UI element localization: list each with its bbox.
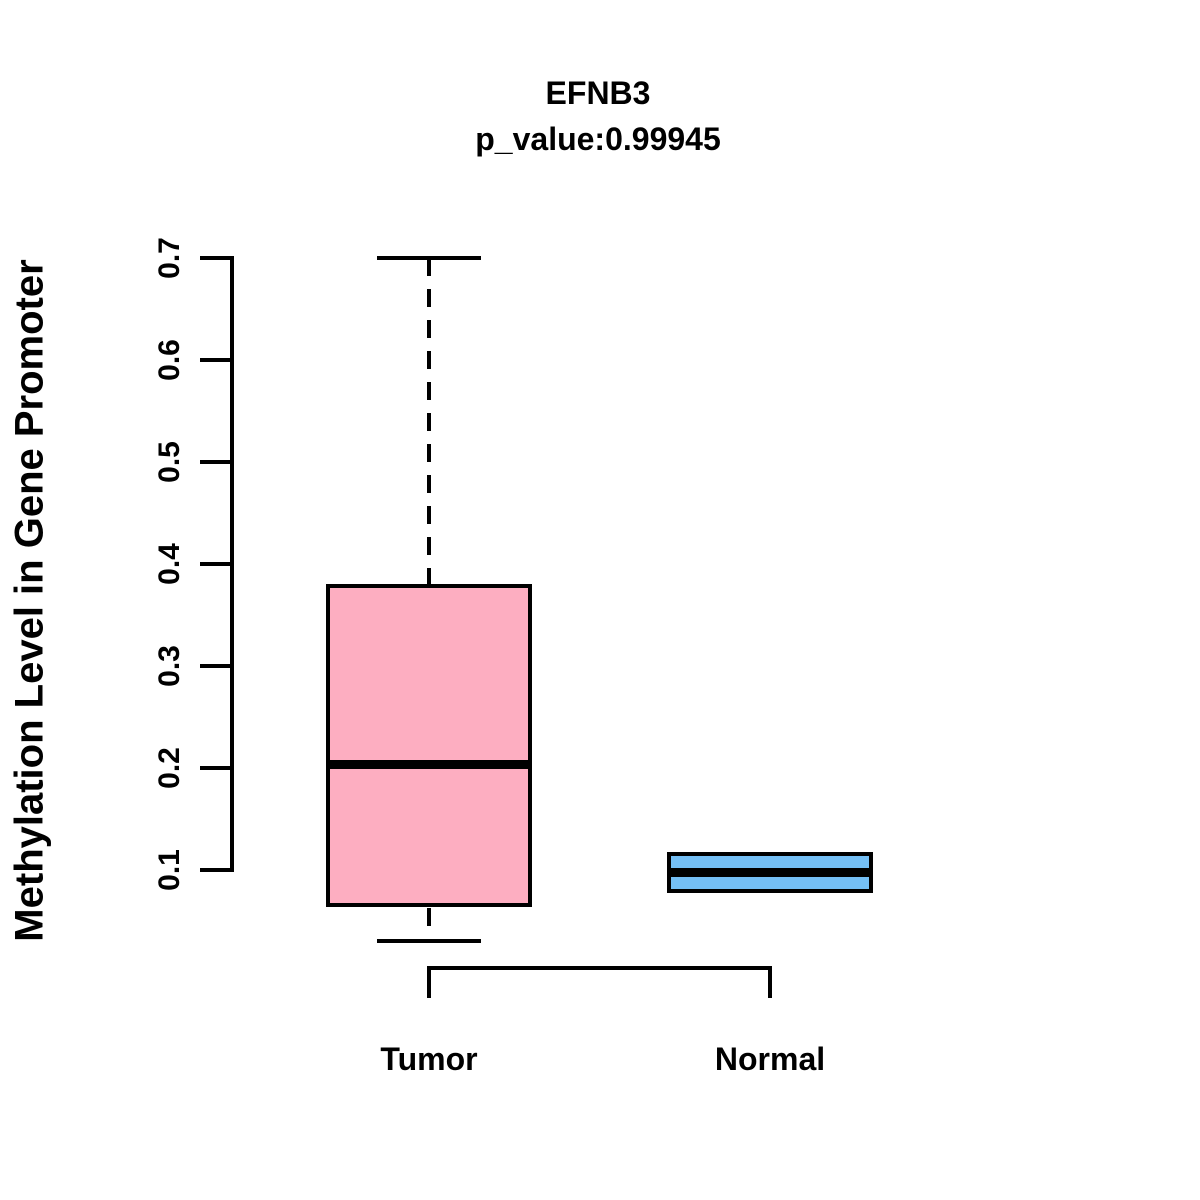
y-axis-tick-label-holder: 0.3 <box>120 616 220 716</box>
y-axis-tick-label-holder: 0.2 <box>120 718 220 818</box>
tumor-lower-whisker-cap <box>377 939 481 943</box>
y-axis-label: Methylation Level in Gene Promoter <box>7 258 52 942</box>
y-axis-tick-label-holder: 0.4 <box>120 514 220 614</box>
tumor-upper-whisker-cap <box>377 256 481 260</box>
y-axis-tick-label-holder: 0.6 <box>120 310 220 410</box>
y-axis-tick <box>200 868 230 872</box>
comparison-bracket-bar <box>427 966 772 970</box>
tumor-box <box>326 584 532 907</box>
comparison-bracket-leg-right <box>768 968 772 998</box>
y-axis-tick-label: 0.2 <box>153 747 186 789</box>
y-axis-label-holder: Methylation Level in Gene Promoter <box>0 0 60 1200</box>
normal-median-line <box>667 868 873 877</box>
y-axis-tick-label: 0.1 <box>153 849 186 891</box>
y-axis-tick-label: 0.5 <box>153 441 186 483</box>
y-axis-tick-label-holder: 0.7 <box>120 208 220 308</box>
tumor-median-line <box>326 760 532 769</box>
y-axis-tick-label-holder: 0.5 <box>120 412 220 512</box>
y-axis-tick <box>200 766 230 770</box>
chart-title-block: EFNB3 p_value:0.99945 <box>232 70 964 162</box>
y-axis-tick-label: 0.6 <box>153 339 186 381</box>
chart-title: EFNB3 <box>545 75 651 111</box>
y-axis-tick-label: 0.3 <box>153 645 186 687</box>
y-axis-tick <box>200 664 230 668</box>
y-axis-tick <box>200 562 230 566</box>
tumor-upper-whisker <box>427 258 431 584</box>
comparison-bracket-leg-left <box>427 968 431 998</box>
chart-subtitle: p_value:0.99945 <box>475 121 721 157</box>
y-axis-tick-label: 0.7 <box>153 237 186 279</box>
y-axis-tick-label: 0.4 <box>153 543 186 585</box>
y-axis-tick <box>200 460 230 464</box>
y-axis-tick <box>200 358 230 362</box>
category-label-normal: Normal <box>714 1041 826 1077</box>
y-axis-tick <box>200 256 230 260</box>
y-axis-tick-label-holder: 0.1 <box>120 820 220 920</box>
category-label-tumor: Tumor <box>380 1041 478 1077</box>
y-axis-line <box>230 256 234 872</box>
tumor-lower-whisker <box>427 908 431 942</box>
